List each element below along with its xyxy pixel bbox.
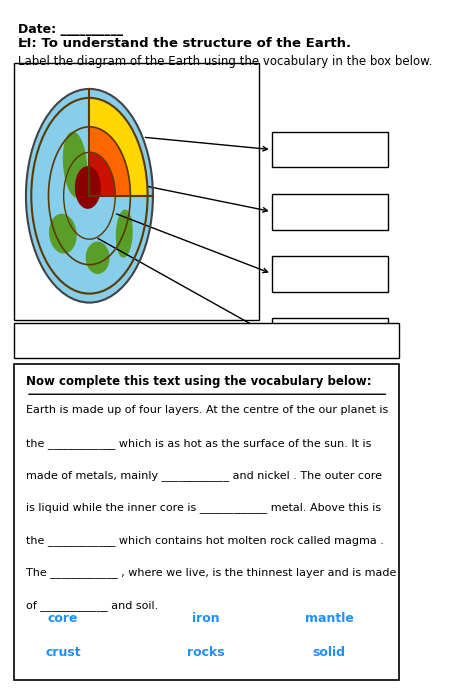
Text: solid: solid — [312, 646, 346, 659]
Text: rocks: rocks — [187, 646, 225, 659]
Text: inner core: inner core — [299, 334, 359, 347]
Text: the ____________ which is as hot as the surface of the sun. It is: the ____________ which is as hot as the … — [26, 437, 371, 448]
Text: Date: __________: Date: __________ — [18, 24, 123, 37]
Bar — [14, 64, 259, 320]
Text: iron: iron — [192, 612, 220, 626]
Text: of ____________ and soil.: of ____________ and soil. — [26, 600, 158, 610]
Text: Now complete this text using the vocabulary below:: Now complete this text using the vocabul… — [26, 375, 372, 388]
Bar — [272, 256, 388, 291]
Ellipse shape — [98, 131, 118, 157]
Bar — [272, 318, 388, 354]
Text: LI: To understand the structure of the Earth.: LI: To understand the structure of the E… — [18, 37, 351, 51]
Text: crust: crust — [232, 334, 262, 347]
Text: mantle: mantle — [305, 612, 354, 626]
Circle shape — [75, 167, 100, 208]
Text: The ____________ , where we live, is the thinnest layer and is made: The ____________ , where we live, is the… — [26, 567, 396, 578]
Text: Earth is made up of four layers. At the centre of the our planet is: Earth is made up of four layers. At the … — [26, 406, 388, 415]
Bar — [14, 322, 399, 358]
Ellipse shape — [117, 210, 132, 257]
Bar — [272, 194, 388, 230]
Wedge shape — [90, 98, 147, 196]
Circle shape — [26, 89, 153, 302]
Text: the ____________ which contains hot molten rock called magma .: the ____________ which contains hot molt… — [26, 535, 384, 546]
Text: crust: crust — [45, 646, 81, 659]
Text: Label the diagram of the Earth using the vocabulary in the box below.: Label the diagram of the Earth using the… — [18, 55, 432, 68]
Ellipse shape — [50, 215, 76, 253]
Wedge shape — [90, 127, 130, 196]
Text: outer core: outer core — [114, 334, 175, 347]
Wedge shape — [90, 152, 115, 196]
Text: made of metals, mainly ____________ and nickel . The outer core: made of metals, mainly ____________ and … — [26, 470, 382, 481]
Ellipse shape — [64, 132, 87, 197]
Bar — [272, 131, 388, 167]
Bar — [14, 364, 399, 680]
Text: is liquid while the inner core is ____________ metal. Above this is: is liquid while the inner core is ______… — [26, 502, 381, 513]
Text: mantle: mantle — [30, 334, 72, 347]
Text: core: core — [47, 612, 78, 626]
Ellipse shape — [86, 242, 109, 273]
